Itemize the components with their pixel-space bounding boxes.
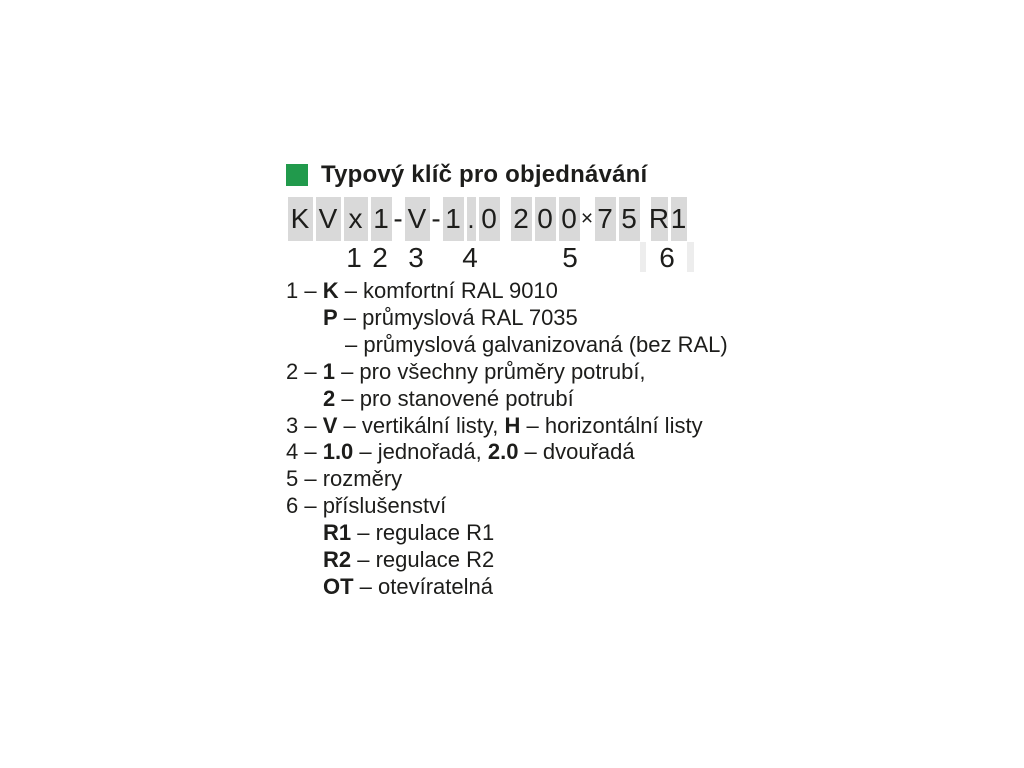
section-title: Typový klíč pro objednávání: [321, 161, 648, 188]
code-char-box: 0: [478, 197, 500, 241]
legend-text: – jednořadá,: [353, 439, 488, 465]
position-numbers-row: 1 2 3 4 5 6: [286, 242, 786, 273]
code-char-box: x: [343, 197, 368, 241]
legend-code: R1: [323, 520, 352, 546]
code-char-box: 5: [618, 197, 640, 241]
legend-code: V: [322, 412, 338, 438]
code-char-box: 2: [510, 197, 532, 241]
legend-code: K: [322, 278, 339, 303]
legend-code: H: [504, 412, 521, 438]
code-char-box: .: [466, 197, 476, 241]
legend-code: OT: [323, 573, 354, 599]
legend-line: 4 – 1.0 – jednořadá, 2.0 – dvouřadá: [286, 439, 786, 466]
legend-line: R2 – regulace R2: [286, 547, 786, 574]
code-char-box: V: [315, 197, 341, 241]
legend-text: – horizontální listy: [520, 412, 703, 438]
legend-text: – regulace R1: [351, 520, 495, 546]
section-header: Typový klíč pro objednávání: [286, 163, 786, 187]
position-label: 2: [372, 242, 388, 273]
legend-text: 3 –: [286, 412, 323, 438]
position-label: 1: [346, 242, 362, 273]
faint-column-divider: [687, 242, 694, 272]
legend-text: 4 –: [286, 439, 323, 465]
legend-code: 1: [322, 358, 335, 384]
legend-text: – dvouřadá: [518, 439, 635, 465]
legend-text: – otevíratelná: [353, 573, 493, 599]
legend-text: – vertikální listy,: [337, 412, 505, 438]
legend-line: 2 – pro stanovené potrubí: [286, 386, 786, 413]
code-char-box: 1: [442, 197, 464, 241]
green-bullet-square: [286, 164, 308, 186]
faint-column-divider: [640, 242, 646, 272]
legend-text: 5 – rozměry: [286, 466, 403, 492]
code-char-box: R: [649, 197, 669, 241]
code-separator-times: ×: [580, 207, 594, 230]
legend-text: – pro všechny průměry potrubí,: [334, 358, 646, 384]
legend-line: 3 – V – vertikální listy, H – horizontál…: [286, 413, 786, 440]
legend-text: 6 – příslušenství: [286, 493, 447, 519]
legend-line: R1 – regulace R1: [286, 520, 786, 547]
legend-line: OT – otevíratelná: [286, 574, 786, 601]
legend-code: 1.0: [322, 439, 354, 465]
code-char-box: 0: [558, 197, 580, 241]
code-char-box: 0: [534, 197, 556, 241]
code-word-gap: [641, 197, 649, 241]
type-code-row: K V x 1 - V - 1 . 0 2 0 0 × 7 5 R 1: [286, 197, 786, 241]
legend-code: P: [323, 304, 338, 330]
code-char-box: 1: [670, 197, 687, 241]
code-char-box: V: [404, 197, 430, 241]
legend-code: 2.0: [487, 439, 519, 465]
legend-text: – průmyslová RAL 7035: [337, 304, 578, 330]
type-key-section: Typový klíč pro objednávání K V x 1 - V …: [286, 163, 786, 601]
code-char-box: K: [287, 197, 313, 241]
legend-line: 5 – rozměry: [286, 466, 786, 493]
code-char-box: 7: [594, 197, 616, 241]
legend-line: 1 – K – komfortní RAL 9010: [286, 278, 786, 305]
position-label: 4: [462, 242, 478, 273]
position-label: 6: [659, 242, 675, 273]
legend-text: – průmyslová galvanizovaná (bez RAL): [345, 331, 728, 357]
position-label: 5: [562, 242, 578, 273]
legend-line: – průmyslová galvanizovaná (bez RAL): [286, 332, 786, 359]
legend-code: R2: [323, 547, 352, 573]
code-char-box: 1: [370, 197, 392, 241]
legend-line: 2 – 1 – pro všechny průměry potrubí,: [286, 359, 786, 386]
legend: 1 – K – komfortní RAL 9010 P – průmyslov…: [286, 278, 786, 601]
code-separator-hyphen: -: [393, 203, 403, 234]
legend-line: 6 – příslušenství: [286, 493, 786, 520]
legend-text: 1 –: [286, 278, 323, 303]
legend-text: 2 –: [286, 358, 323, 384]
legend-code: 2: [323, 385, 336, 411]
code-word-gap: [501, 197, 509, 241]
legend-text: – pro stanovené potrubí: [335, 385, 574, 411]
legend-text: – regulace R2: [351, 547, 495, 573]
legend-text: – komfortní RAL 9010: [338, 278, 558, 303]
position-label: 3: [408, 242, 424, 273]
legend-line: P – průmyslová RAL 7035: [286, 305, 786, 332]
code-separator-hyphen: -: [431, 203, 441, 234]
